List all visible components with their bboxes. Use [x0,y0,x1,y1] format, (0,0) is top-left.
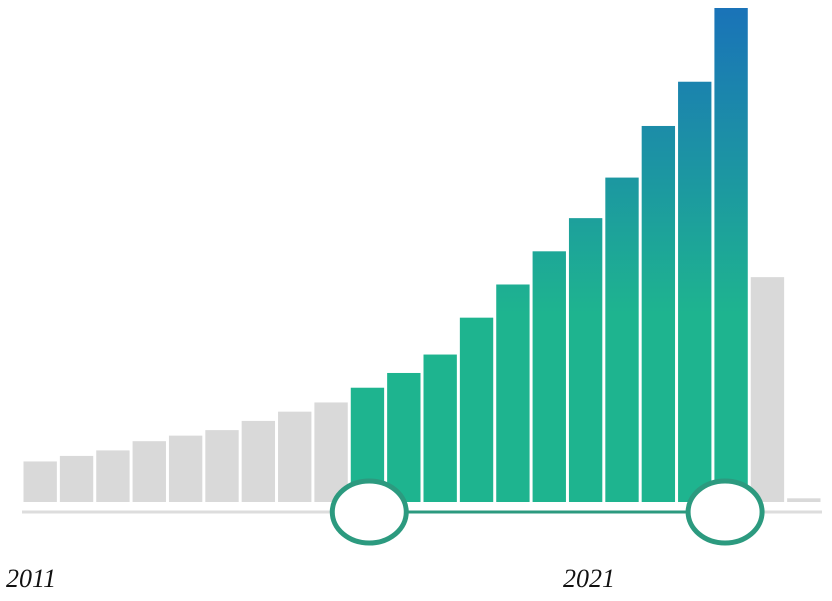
histogram-bar [496,284,530,502]
histogram-bar [387,372,421,502]
histogram-bar [132,441,166,502]
bars [23,8,821,502]
histogram-bar [605,177,639,502]
histogram-bar [314,402,348,502]
histogram-bar [59,455,94,502]
histogram-bar [23,461,57,502]
histogram-bar [678,81,712,502]
histogram-bar [714,8,748,502]
histogram-bar [787,498,821,502]
histogram-bar [641,125,676,502]
range-end-handle[interactable] [685,478,765,546]
start-year-label: 2011 [6,564,57,593]
histogram-bar [168,435,203,502]
histogram-bar [241,420,276,502]
histogram-bar [532,251,566,502]
end-year-label: 2021 [563,564,615,593]
histogram-bar [568,218,603,502]
histogram-bar [750,277,785,502]
range-start-handle[interactable] [329,478,409,546]
histogram-bar [423,354,457,502]
histogram-bar [96,450,130,502]
histogram-bar [205,430,239,502]
histogram-bar [278,411,312,502]
histogram-bar [459,317,494,502]
